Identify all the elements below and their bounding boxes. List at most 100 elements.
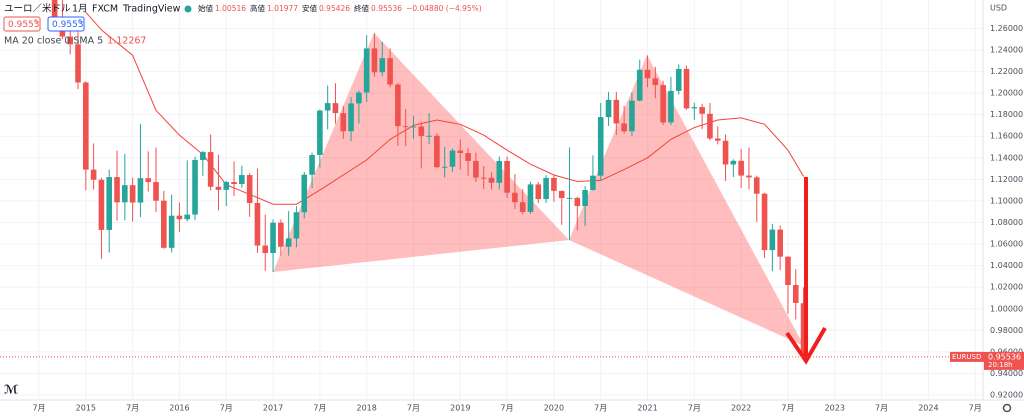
buy-button[interactable]	[47, 16, 85, 32]
status-dot	[184, 5, 192, 13]
candle-body	[161, 200, 167, 248]
sell-button[interactable]	[3, 16, 41, 32]
candle-body	[418, 126, 425, 136]
change: −0.04880 (−4.95%)	[406, 4, 482, 13]
candle-body	[457, 150, 464, 154]
candle-body	[192, 159, 198, 215]
price-tag	[984, 351, 1024, 370]
grid	[0, 0, 983, 400]
y-tick-label: 1.02000	[990, 283, 1023, 292]
candle-body	[597, 117, 604, 176]
candle-body	[792, 285, 799, 303]
x-tick-label: 2016	[169, 404, 189, 413]
x-tick-label: 7月	[594, 404, 607, 413]
y-tick-label: 1.10000	[990, 196, 1023, 205]
candle-body	[278, 222, 284, 247]
x-tick-label: 2018	[356, 404, 376, 413]
ohlc-legend: 始値 1.00516 高値 1.01977 安値 0.95426 終値 0.95536 −0.0…	[198, 3, 482, 13]
buy-pip[interactable]: 6	[78, 19, 82, 26]
candle-body	[90, 169, 97, 180]
candle-body	[683, 68, 690, 109]
candle-body	[75, 44, 81, 83]
sell-price[interactable]: 0.9553	[8, 20, 40, 30]
candle-body	[480, 177, 487, 179]
x-tick-label: 7月	[688, 404, 701, 413]
candle-body	[543, 177, 549, 200]
ma-value: 1.12267	[107, 36, 146, 47]
candle-body	[176, 215, 183, 220]
y-tick-label: 0.92000	[990, 391, 1023, 400]
ohlc-value: 0.95426	[319, 4, 350, 13]
candle-body	[519, 202, 526, 212]
candle-body	[98, 179, 105, 230]
candle-body	[473, 160, 479, 178]
x-tick-label: 7月	[781, 404, 794, 413]
candle-body	[67, 36, 74, 45]
y-tick-label: 1.22000	[990, 67, 1023, 76]
x-tick-label: 7月	[501, 404, 514, 413]
candle-body	[777, 229, 783, 257]
y-tick-label: 0.98000	[990, 326, 1023, 335]
ohlc-label: 終値	[354, 3, 369, 13]
candle-body	[137, 178, 144, 203]
candle-body	[675, 68, 682, 91]
candle-body	[231, 182, 237, 184]
candle-body	[215, 186, 222, 190]
candle-body	[722, 140, 729, 165]
ohlc-value: 1.01977	[267, 4, 298, 13]
interval: 1月	[72, 4, 88, 15]
sell-pip[interactable]: 6	[34, 19, 38, 26]
candle-body	[317, 110, 323, 155]
x-tick-label: 7月	[32, 404, 45, 413]
candle-body	[574, 197, 581, 206]
price-tag-value: 0.95536	[988, 352, 1021, 361]
buy-price[interactable]: 0.9553	[52, 20, 84, 30]
candle-body	[239, 175, 245, 184]
candle-body	[660, 85, 666, 123]
candle-body	[746, 175, 752, 178]
y-tick-label: 1.00000	[990, 304, 1023, 313]
arrow-head	[785, 327, 827, 365]
harmonic-pattern	[569, 55, 804, 346]
y-tick-label: 1.12000	[990, 175, 1023, 184]
candle-body	[106, 177, 113, 230]
x-tick-label: 7月	[875, 404, 888, 413]
candle-body	[402, 126, 409, 128]
price-tag-symbol: EURUSD	[952, 353, 981, 361]
candle-body	[753, 177, 760, 194]
y-tick-label: 1.18000	[990, 110, 1023, 119]
settings-icon[interactable]	[1002, 403, 1012, 413]
logo: ℳ	[4, 383, 18, 397]
x-tick-label: 7月	[407, 404, 420, 413]
y-tick-label: 1.04000	[990, 261, 1023, 270]
candle-body	[644, 69, 651, 79]
candle-body	[527, 184, 534, 212]
candles	[51, 0, 807, 359]
candle-body	[114, 177, 120, 203]
candle-body	[590, 175, 596, 191]
candle-body	[200, 152, 206, 160]
candle-body	[621, 123, 627, 132]
candle-body	[145, 178, 152, 183]
candle-body	[800, 303, 807, 357]
broker: FXCM	[92, 4, 118, 15]
y-tick-label: 1.06000	[990, 240, 1023, 249]
candle-body	[301, 174, 308, 213]
candle-body	[761, 193, 768, 251]
candle-body	[340, 113, 347, 132]
candle-body	[293, 212, 300, 239]
price-tag	[950, 351, 984, 362]
candle-body	[691, 107, 698, 109]
candle-body	[566, 197, 573, 199]
arrow	[785, 177, 827, 365]
x-tick-label: 2022	[731, 404, 751, 413]
ma-line	[85, 11, 805, 205]
candle-body	[730, 160, 737, 165]
candle-body	[122, 185, 128, 203]
x-tick-label: 2023	[825, 404, 845, 413]
candle-body	[488, 177, 495, 183]
candle-body	[629, 100, 635, 132]
candle-body	[535, 184, 542, 200]
candle-body	[168, 215, 175, 248]
